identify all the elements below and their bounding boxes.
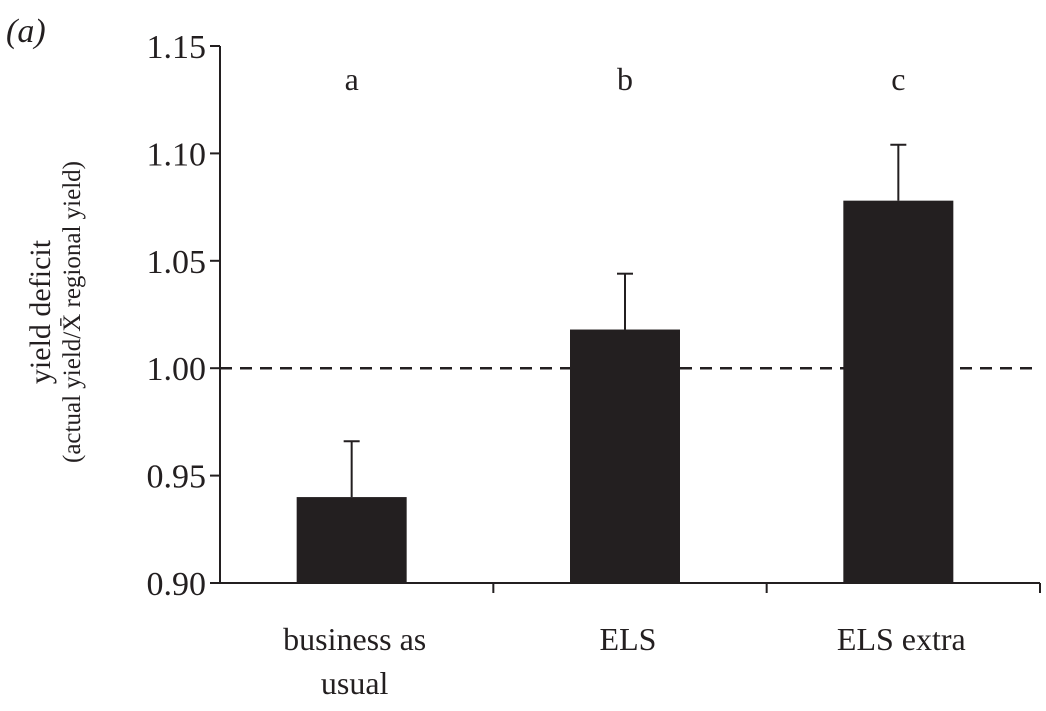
y-tick-label: 1.05 — [147, 244, 207, 281]
category-label-line: business as — [283, 621, 426, 657]
significance-letter: b — [617, 61, 633, 97]
category-label: ELS — [600, 621, 657, 657]
significance-letter: a — [345, 61, 359, 97]
category-label-line: ELS extra — [837, 621, 966, 657]
y-axis-label: yield deficit — [24, 239, 57, 384]
bar — [843, 200, 954, 583]
y-tick-label: 1.10 — [147, 136, 207, 173]
y-tick-label: 1.00 — [147, 351, 207, 388]
y-axis-title: yield deficit (actual yield/X̄ regional … — [24, 161, 86, 463]
panel-label: (a) — [6, 13, 46, 50]
labels: 0.90 0.95 1.00 1.05 1.10 1.15 a business as usua… — [147, 29, 966, 701]
y-tick-label: 1.15 — [147, 29, 207, 66]
bars — [296, 143, 954, 583]
y-tick-label: 0.90 — [147, 566, 207, 603]
bar — [570, 329, 680, 583]
category-label: business as usual — [283, 621, 426, 701]
significance-letter: c — [891, 61, 905, 97]
category-label-line: usual — [321, 665, 389, 701]
category-label: ELS extra — [837, 621, 966, 657]
category-label-line: ELS — [600, 621, 657, 657]
y-tick-label: 0.95 — [147, 459, 207, 496]
bar — [296, 497, 407, 583]
y-axis-sublabel: (actual yield/X̄ regional yield) — [59, 161, 86, 463]
